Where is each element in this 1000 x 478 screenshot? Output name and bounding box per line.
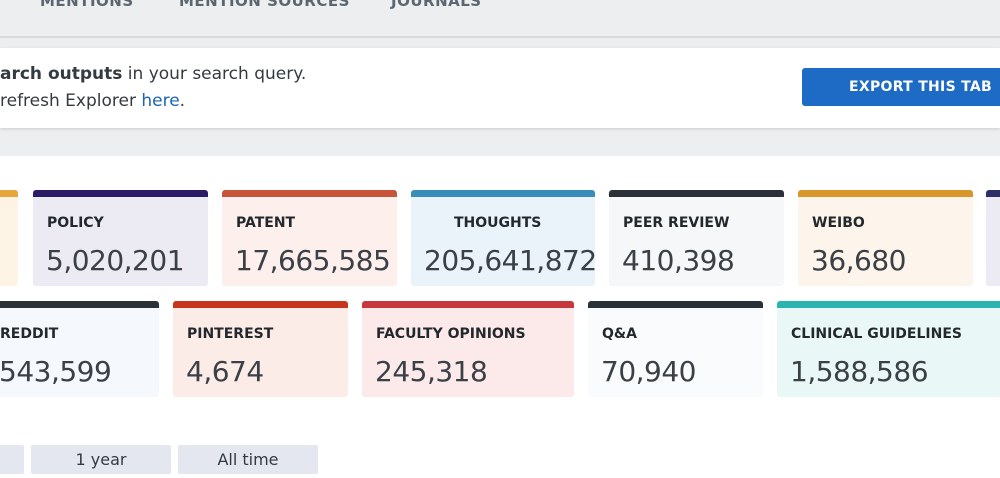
card-value: 17,665,585 xyxy=(235,244,391,277)
card-patent[interactable]: PATENT 17,665,585 xyxy=(222,190,397,286)
card-value: 245,318 xyxy=(375,355,488,388)
card-faculty-opinions[interactable]: FACULTY OPINIONS 245,318 xyxy=(362,301,574,397)
card-clinical-guidelines[interactable]: CLINICAL GUIDELINES 1,588,586 xyxy=(777,301,1000,397)
card-qa[interactable]: Q&A 70,940 xyxy=(588,301,763,397)
card-label: CLINICAL GUIDELINES xyxy=(791,326,962,342)
mention-sources-panel: POLICY 5,020,201 PATENT 17,665,585 THOUG… xyxy=(0,156,1000,478)
card-value: 205,641,872 xyxy=(424,244,595,277)
explorer-tabs: MENTIONS MENTION SOURCES JOURNALS xyxy=(0,0,1000,38)
card-pinterest[interactable]: PINTEREST 4,674 xyxy=(173,301,348,397)
card-label: FACULTY OPINIONS xyxy=(376,326,526,342)
time-filter-all-time[interactable]: All time xyxy=(178,445,318,474)
notice-line-2: refresh Explorer here. xyxy=(0,91,185,111)
card-label: WEIBO xyxy=(812,215,865,231)
tab-mentions[interactable]: MENTIONS xyxy=(40,0,134,10)
card-value: 410,398 xyxy=(622,244,735,277)
card-value: 70,940 xyxy=(601,355,696,388)
card-value: 543,599 xyxy=(0,355,112,388)
refresh-explorer-link[interactable]: here xyxy=(141,91,180,111)
card-value: 1,588,586 xyxy=(790,355,929,388)
card-value: 4,674 xyxy=(186,355,264,388)
card-value: 5,020,201 xyxy=(46,244,185,277)
card-thoughts[interactable]: THOUGHTS 205,641,872 xyxy=(411,190,595,286)
notice-suffix: . xyxy=(179,91,186,111)
card-reddit[interactable]: REDDIT 543,599 xyxy=(0,301,159,397)
card-label: THOUGHTS xyxy=(454,215,542,231)
card-label: POLICY xyxy=(47,215,104,231)
card-policy[interactable]: POLICY 5,020,201 xyxy=(33,190,208,286)
time-filter-partial[interactable] xyxy=(0,445,24,474)
card-label: REDDIT xyxy=(0,326,59,342)
time-filter-1-year[interactable]: 1 year xyxy=(31,445,171,474)
card-partial-right xyxy=(986,190,1000,286)
notice-prefix: refresh Explorer xyxy=(0,91,142,111)
card-label: PEER REVIEW xyxy=(623,215,730,231)
tab-journals[interactable]: JOURNALS xyxy=(391,0,482,10)
card-label: Q&A xyxy=(602,326,637,342)
card-label: PINTEREST xyxy=(187,326,274,342)
tab-mention-sources[interactable]: MENTION SOURCES xyxy=(179,0,350,10)
card-value: 36,680 xyxy=(811,244,906,277)
notice-bold-text: arch outputs xyxy=(0,64,123,84)
card-label: PATENT xyxy=(236,215,296,231)
search-notice: arch outputs in your search query. refre… xyxy=(0,48,1000,128)
notice-text: in your search query. xyxy=(122,64,307,84)
card-weibo[interactable]: WEIBO 36,680 xyxy=(798,190,973,286)
card-partial-left xyxy=(0,190,18,286)
export-tab-button[interactable]: EXPORT THIS TAB xyxy=(802,68,1000,106)
notice-line-1: arch outputs in your search query. xyxy=(0,64,306,84)
card-peer-review[interactable]: PEER REVIEW 410,398 xyxy=(609,190,784,286)
